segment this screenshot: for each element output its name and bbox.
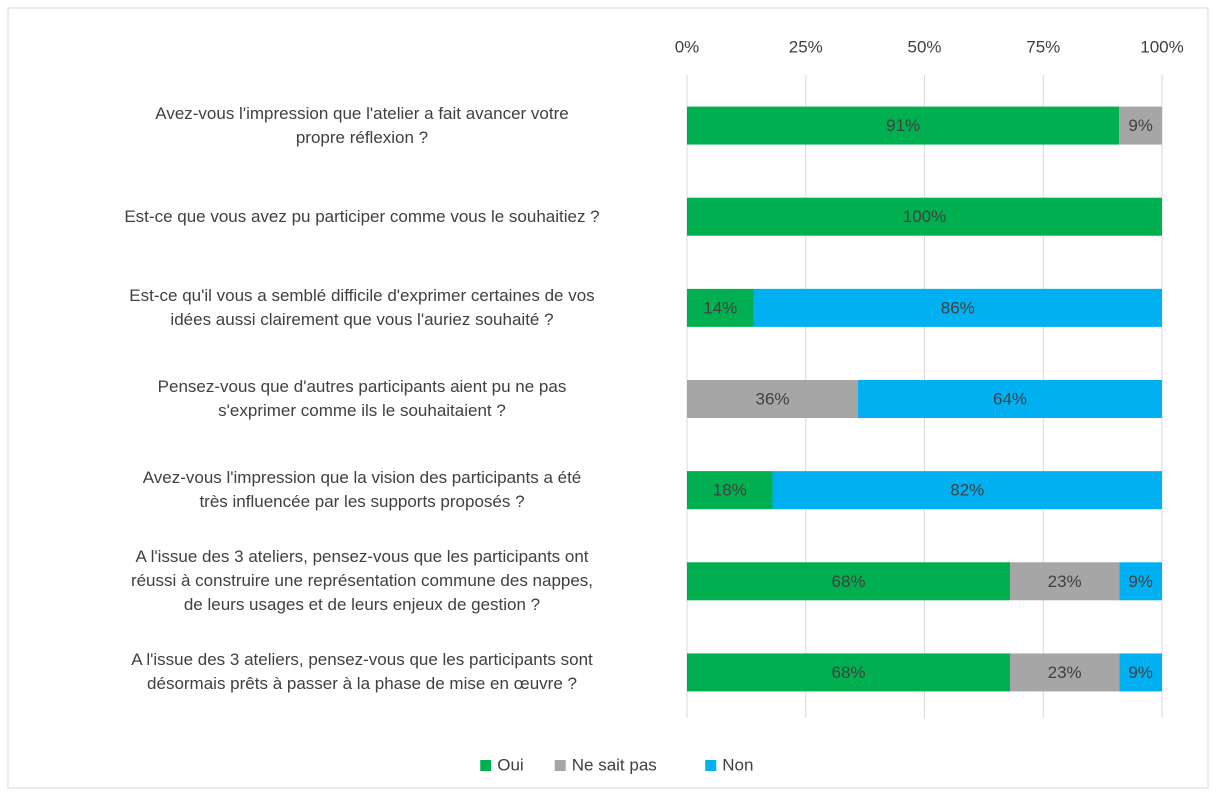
bar-segment: [772, 471, 1162, 510]
data-label: 68%: [831, 663, 865, 682]
x-tick-label: 75%: [1026, 37, 1060, 56]
bar-segment: [687, 562, 1010, 601]
legend-label: Oui: [497, 755, 523, 774]
legend-label: Ne sait pas: [572, 755, 657, 774]
x-tick-label: 100%: [1140, 37, 1183, 56]
legend-swatch: [480, 760, 492, 771]
data-label: 36%: [755, 389, 789, 408]
data-label: 86%: [941, 298, 975, 317]
bar-segment: [1119, 106, 1162, 145]
category-label: Avez-vous l'impression que la vision des…: [142, 468, 582, 512]
bar-segment: [687, 288, 754, 327]
data-label: 91%: [886, 116, 920, 135]
chart-border: [7, 7, 1209, 789]
data-label: 14%: [703, 298, 737, 317]
data-label: 68%: [831, 572, 865, 591]
bar-segment: [1119, 562, 1162, 601]
bar-segment: [1119, 653, 1162, 692]
data-label: 23%: [1048, 572, 1082, 591]
data-label: 18%: [713, 481, 747, 500]
bar-segment: [687, 653, 1010, 692]
data-label: 9%: [1128, 116, 1153, 135]
category-label: Avez-vous l'impression que l'atelier a f…: [155, 103, 569, 147]
legend-label: Non: [722, 755, 753, 774]
data-label: 64%: [993, 389, 1027, 408]
bar-segment: [687, 197, 1162, 236]
x-tick-label: 50%: [907, 37, 941, 56]
bar-segment: [1010, 562, 1120, 601]
bar-segment: [1010, 653, 1120, 692]
data-label: 9%: [1128, 663, 1153, 682]
legend-swatch: [705, 760, 717, 771]
x-tick-label: 0%: [675, 37, 700, 56]
legend-swatch: [554, 760, 566, 771]
data-label: 9%: [1128, 572, 1153, 591]
data-label: 23%: [1048, 663, 1082, 682]
bar-segment: [687, 471, 773, 510]
bar-segment: [858, 380, 1162, 418]
x-tick-label: 25%: [789, 37, 823, 56]
bar-segment: [687, 106, 1120, 145]
category-label: A l'issue des 3 ateliers, pensez-vous qu…: [130, 547, 594, 615]
bar-segment: [753, 288, 1162, 327]
data-label: 82%: [950, 481, 984, 500]
data-label: 100%: [903, 207, 946, 226]
category-label: Est-ce qu'il vous a semblé difficile d'e…: [129, 285, 595, 329]
category-label: Pensez-vous que d'autres participants ai…: [157, 377, 567, 420]
category-label: Est-ce que vous avez pu participer comme…: [124, 206, 600, 226]
bar-segment: [687, 380, 858, 418]
category-label: A l'issue des 3 ateliers, pensez-vous qu…: [131, 650, 593, 694]
